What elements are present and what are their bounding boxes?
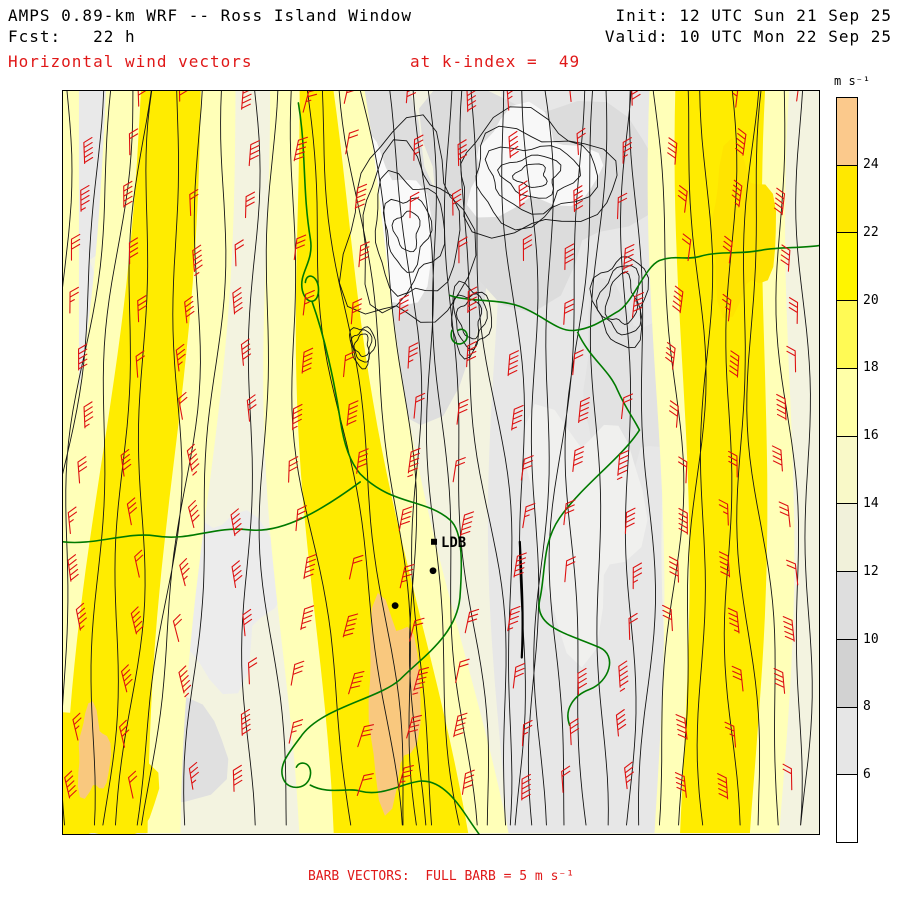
colorbar-segment [837, 638, 857, 707]
colorbar [836, 97, 858, 843]
colorbar-segment [837, 706, 857, 775]
colorbar-segment [837, 98, 857, 165]
map-graphic [350, 329, 373, 363]
map-graphic [475, 125, 598, 231]
valid-time: Valid: 10 UTC Mon 22 Sep 25 [604, 27, 892, 46]
colorbar-tick-label: 10 [863, 631, 879, 647]
map-graphic [64, 91, 799, 801]
station-marker [431, 538, 438, 545]
colorbar-tick-label: 16 [863, 428, 879, 444]
colorbar-tick-label: 12 [863, 563, 879, 579]
colorbar-units-label: m s⁻¹ [834, 74, 871, 88]
map-graphic [523, 404, 648, 668]
colorbar-segment [837, 367, 857, 436]
map-graphic [77, 701, 112, 799]
colorbar-tick-label: 24 [863, 156, 879, 172]
map-graphic [449, 244, 819, 332]
colorbar-segment [837, 571, 857, 639]
map-graphic [63, 481, 362, 544]
colorbar-tick-label: 20 [863, 292, 879, 308]
station-dot [429, 567, 437, 575]
map-graphic [368, 592, 421, 816]
colorbar-tick-labels: 24 22 20 18 16 14 12 10 8 6 [861, 97, 897, 843]
colorbar-tick-label: 18 [863, 360, 879, 376]
field-label: Horizontal wind vectors [8, 52, 253, 71]
wind-map-svg: LDB [63, 91, 819, 834]
map-graphic [460, 106, 618, 239]
colorbar-tick-label: 14 [863, 495, 879, 511]
colorbar-tick-label: 8 [863, 699, 871, 715]
colorbar-segment [837, 435, 857, 504]
map-graphic [63, 91, 79, 834]
map-graphic [297, 102, 320, 302]
map-graphic [589, 256, 649, 349]
map-graphic [309, 780, 480, 834]
map-graphic [450, 328, 469, 345]
plot-title: AMPS 0.89-km WRF -- Ross Island Window [8, 6, 413, 25]
map-graphic [497, 154, 562, 199]
map-graphic [452, 293, 488, 351]
init-time: Init: 12 UTC Sun 21 Sep 25 [615, 6, 892, 25]
map-graphic [596, 265, 643, 336]
colorbar-tick-label: 6 [863, 767, 871, 783]
forecast-hour: Fcst: 22 h [8, 27, 136, 46]
map-graphic [484, 145, 581, 215]
colorbar-segment [837, 503, 857, 572]
station-dot [391, 602, 399, 610]
map-graphic [391, 210, 421, 253]
map-graphic [466, 101, 604, 218]
map-graphic [604, 271, 639, 325]
map-graphic [538, 331, 641, 727]
colorbar-segment [837, 300, 857, 368]
map-graphic [382, 197, 433, 273]
colorbar-segment [837, 232, 857, 301]
map-graphic [374, 169, 446, 297]
map-graphic [518, 540, 524, 659]
map-graphic [353, 333, 370, 358]
level-label: at k-index = 49 [410, 52, 581, 71]
map-graphic [362, 139, 461, 314]
station-label: LDB [441, 535, 466, 551]
map-graphic [63, 91, 201, 834]
map-graphic [295, 91, 469, 834]
map-graphic [455, 298, 482, 340]
map-graphic [281, 301, 463, 789]
map-frame: LDB [62, 90, 820, 835]
colorbar-segment [837, 774, 857, 843]
barb-legend-caption: BARB VECTORS: FULL BARB = 5 m s⁻¹ [307, 869, 575, 884]
colorbar-tick-label: 22 [863, 224, 879, 240]
colorbar-segment [837, 164, 857, 233]
map-graphic [512, 163, 548, 188]
map-graphic [338, 114, 477, 323]
